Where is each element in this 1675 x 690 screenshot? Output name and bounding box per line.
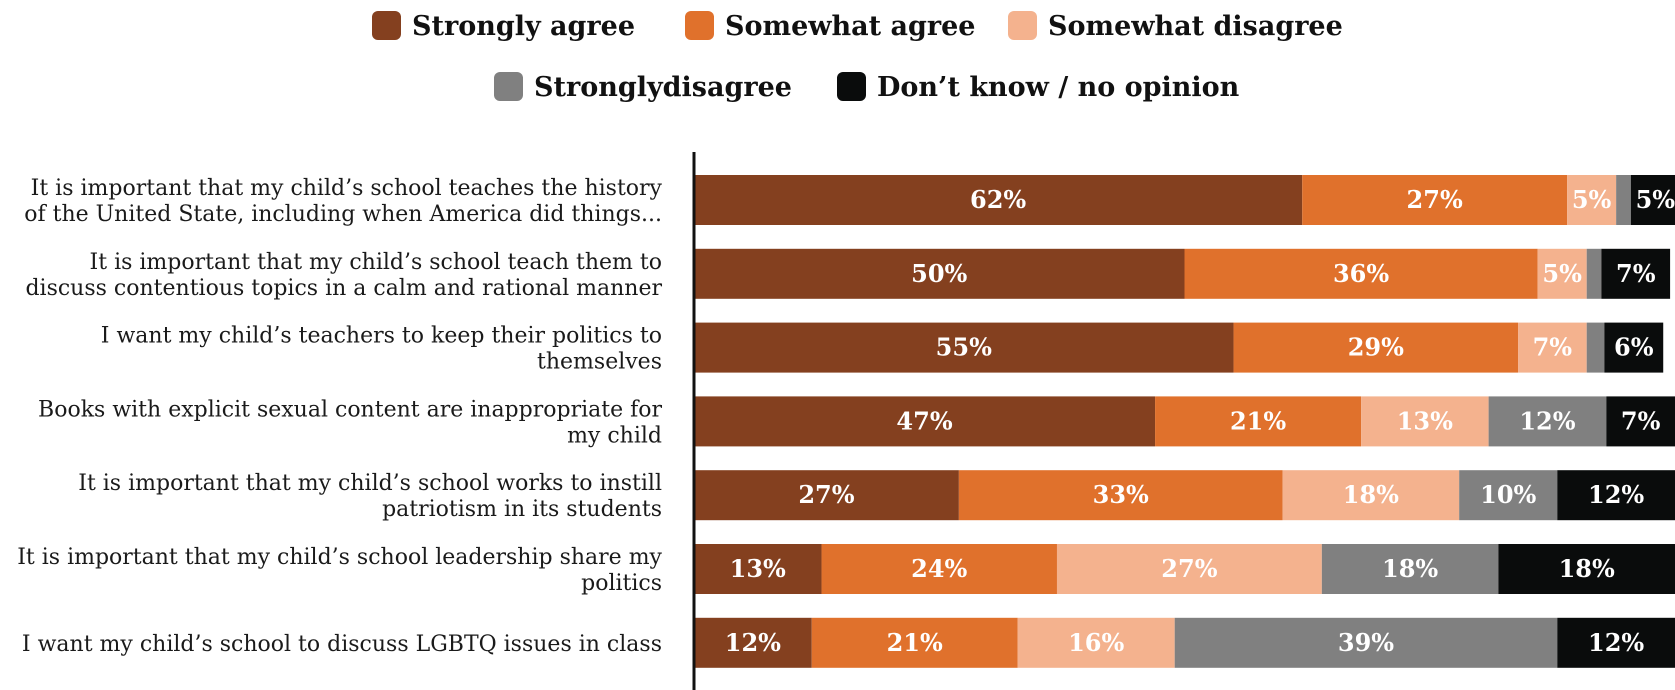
bar-segment-don-t-know-no-opinion: [1601, 248, 1671, 299]
legend-swatch-somewhat-disagree: [1008, 11, 1037, 40]
bar-segment-don-t-know-no-opinion: [1557, 617, 1675, 668]
bar-segment-stronglydisagree: [1459, 470, 1558, 521]
legend-swatch-don-t-know-no-opinion: [837, 72, 866, 101]
data-label-don-t-know-no-opinion: 5%: [1636, 185, 1675, 214]
data-label-somewhat-disagree: 5%: [1572, 185, 1612, 214]
bar-segment-somewhat-agree: [958, 470, 1283, 521]
category-labels: It is important that my child’s school t…: [17, 176, 662, 657]
data-label-somewhat-disagree: 18%: [1343, 480, 1399, 509]
data-label-stronglydisagree: 12%: [1519, 406, 1575, 435]
data-label-strongly-agree: 62%: [970, 185, 1026, 214]
data-label-strongly-agree: 12%: [725, 628, 781, 657]
data-label-don-t-know-no-opinion: 7%: [1621, 406, 1661, 435]
bar-segment-somewhat-disagree: [1017, 617, 1175, 668]
bar-segment-strongly-agree: [694, 175, 1303, 225]
bar-segment-somewhat-disagree: [1056, 544, 1322, 594]
bar-segment-strongly-agree: [694, 248, 1185, 299]
legend-swatch-somewhat-agree: [685, 11, 714, 40]
data-label-somewhat-agree: 29%: [1348, 333, 1404, 362]
bar-segment-don-t-know-no-opinion: [1557, 470, 1675, 521]
bar-segment-somewhat-disagree: [1537, 248, 1587, 299]
bar-segment-somewhat-agree: [1233, 322, 1519, 373]
bar-segment-don-t-know-no-opinion: [1604, 322, 1664, 373]
data-label-don-t-know-no-opinion: 12%: [1588, 480, 1644, 509]
data-label-stronglydisagree: 39%: [1338, 628, 1394, 657]
legend-label-stronglydisagree: Stronglydisagree: [534, 72, 792, 103]
category-label: It is important that my child’s school l…: [17, 545, 662, 596]
legend-label-don-t-know-no-opinion: Don’t know / no opinion: [877, 72, 1240, 103]
bar-segment-somewhat-agree: [1302, 175, 1568, 225]
bar-segment-somewhat-agree: [1184, 248, 1538, 299]
legend: Strongly agree Somewhat agree Somewhat dis…: [372, 11, 1343, 103]
legend-swatch-strongly-agree: [372, 11, 401, 40]
bar-segment-strongly-agree: [694, 396, 1156, 447]
bar-segment-stronglydisagree: [1586, 248, 1602, 299]
data-label-somewhat-agree: 36%: [1333, 259, 1389, 288]
data-label-somewhat-disagree: 27%: [1161, 554, 1217, 583]
data-label-somewhat-agree: 27%: [1407, 185, 1463, 214]
bar-segment-stronglydisagree: [1586, 322, 1605, 373]
data-label-strongly-agree: 47%: [896, 406, 952, 435]
data-label-don-t-know-no-opinion: 6%: [1614, 333, 1654, 362]
bar-segment-don-t-know-no-opinion: [1630, 175, 1675, 225]
bar-segment-stronglydisagree: [1616, 175, 1631, 225]
data-label-strongly-agree: 50%: [911, 259, 967, 288]
bar-segment-somewhat-agree: [821, 544, 1057, 594]
bar-segment-somewhat-agree: [811, 617, 1018, 668]
data-label-don-t-know-no-opinion: 18%: [1559, 554, 1615, 583]
data-label-don-t-know-no-opinion: 7%: [1616, 259, 1656, 288]
bar-segment-stronglydisagree: [1321, 544, 1499, 594]
data-label-strongly-agree: 13%: [730, 554, 786, 583]
category-label: It is important that my child’s school t…: [25, 250, 662, 301]
bar-segment-somewhat-disagree: [1518, 322, 1587, 373]
data-label-somewhat-disagree: 16%: [1068, 628, 1124, 657]
bar-segment-don-t-know-no-opinion: [1498, 544, 1675, 594]
legend-label-somewhat-disagree: Somewhat disagree: [1048, 11, 1343, 42]
bar-segment-somewhat-disagree: [1361, 396, 1489, 447]
bar-segment-somewhat-disagree: [1567, 175, 1617, 225]
data-label-somewhat-disagree: 13%: [1397, 406, 1453, 435]
data-label-strongly-agree: 55%: [936, 333, 992, 362]
category-label: It is important that my child’s school t…: [24, 176, 662, 227]
bar-segment-strongly-agree: [694, 322, 1234, 373]
data-label-somewhat-agree: 33%: [1093, 480, 1149, 509]
legend-swatch-stronglydisagree: [494, 72, 523, 101]
category-label: I want my child’s teachers to keep their…: [101, 324, 662, 375]
category-label: It is important that my child’s school w…: [78, 471, 662, 522]
data-label-somewhat-agree: 24%: [911, 554, 967, 583]
category-label: Books with explicit sexual content are i…: [38, 397, 662, 448]
bar-segment-strongly-agree: [694, 617, 812, 668]
bar-segment-somewhat-agree: [1155, 396, 1362, 447]
data-label-don-t-know-no-opinion: 12%: [1588, 628, 1644, 657]
bar-segment-strongly-agree: [694, 544, 822, 594]
bars: 62% 27% 5% 5% 50% 36% 5% 7% 55% 29% 7% 6% 47% 21% 13% 1…: [694, 175, 1675, 668]
data-label-somewhat-agree: 21%: [1230, 406, 1286, 435]
data-label-stronglydisagree: 10%: [1480, 480, 1536, 509]
bar-segment-stronglydisagree: [1488, 396, 1607, 447]
bar-segment-don-t-know-no-opinion: [1606, 396, 1675, 447]
category-label: I want my child’s school to discuss LGBT…: [22, 632, 662, 657]
legend-label-somewhat-agree: Somewhat agree: [725, 11, 975, 42]
bar-segment-somewhat-disagree: [1282, 470, 1460, 521]
data-label-somewhat-disagree: 5%: [1542, 259, 1582, 288]
data-label-somewhat-agree: 21%: [887, 628, 943, 657]
bar-segment-strongly-agree: [694, 470, 959, 521]
legend-label-strongly-agree: Strongly agree: [412, 11, 635, 42]
data-label-strongly-agree: 27%: [798, 480, 854, 509]
data-label-somewhat-disagree: 7%: [1533, 333, 1573, 362]
bar-segment-stronglydisagree: [1174, 617, 1558, 668]
data-label-stronglydisagree: 18%: [1382, 554, 1438, 583]
